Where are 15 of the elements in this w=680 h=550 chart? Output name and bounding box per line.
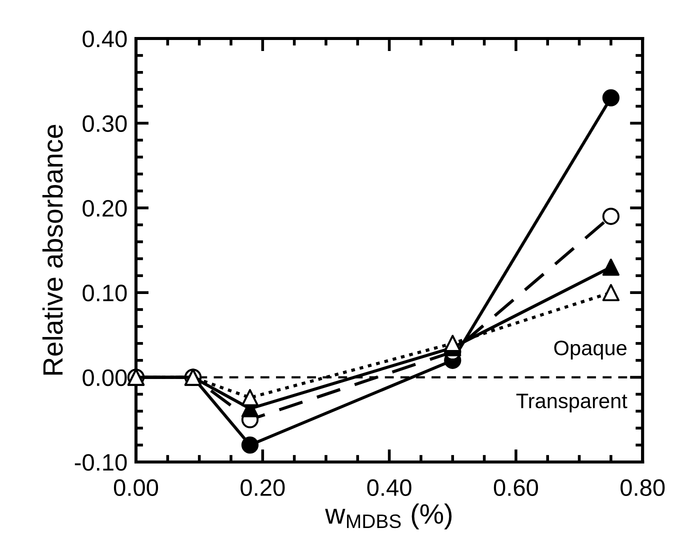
x-tick-label: 0.20 (240, 479, 285, 496)
y-tick-label: 0.30 (82, 115, 127, 132)
y-tick-label: 0.00 (82, 369, 127, 386)
y-axis-title: Relative absorbance (42, 124, 63, 375)
y-tick-label: 0.40 (82, 30, 127, 48)
y-tick-label: 0.20 (82, 200, 127, 217)
x-tick-label: 0.40 (367, 479, 412, 496)
x-axis-title: w$_{MDBS}$ (%) (325, 503, 452, 530)
annotation: Transparent (516, 394, 628, 412)
annotation: Opaque (554, 340, 626, 360)
y-tick-label: -0.10 (74, 454, 127, 471)
x-tick-label: 0.80 (620, 479, 665, 496)
y-tick-label: 0.10 (82, 284, 127, 302)
x-tick-label: 0.60 (494, 479, 538, 496)
x-tick-label: 0.00 (114, 479, 158, 496)
